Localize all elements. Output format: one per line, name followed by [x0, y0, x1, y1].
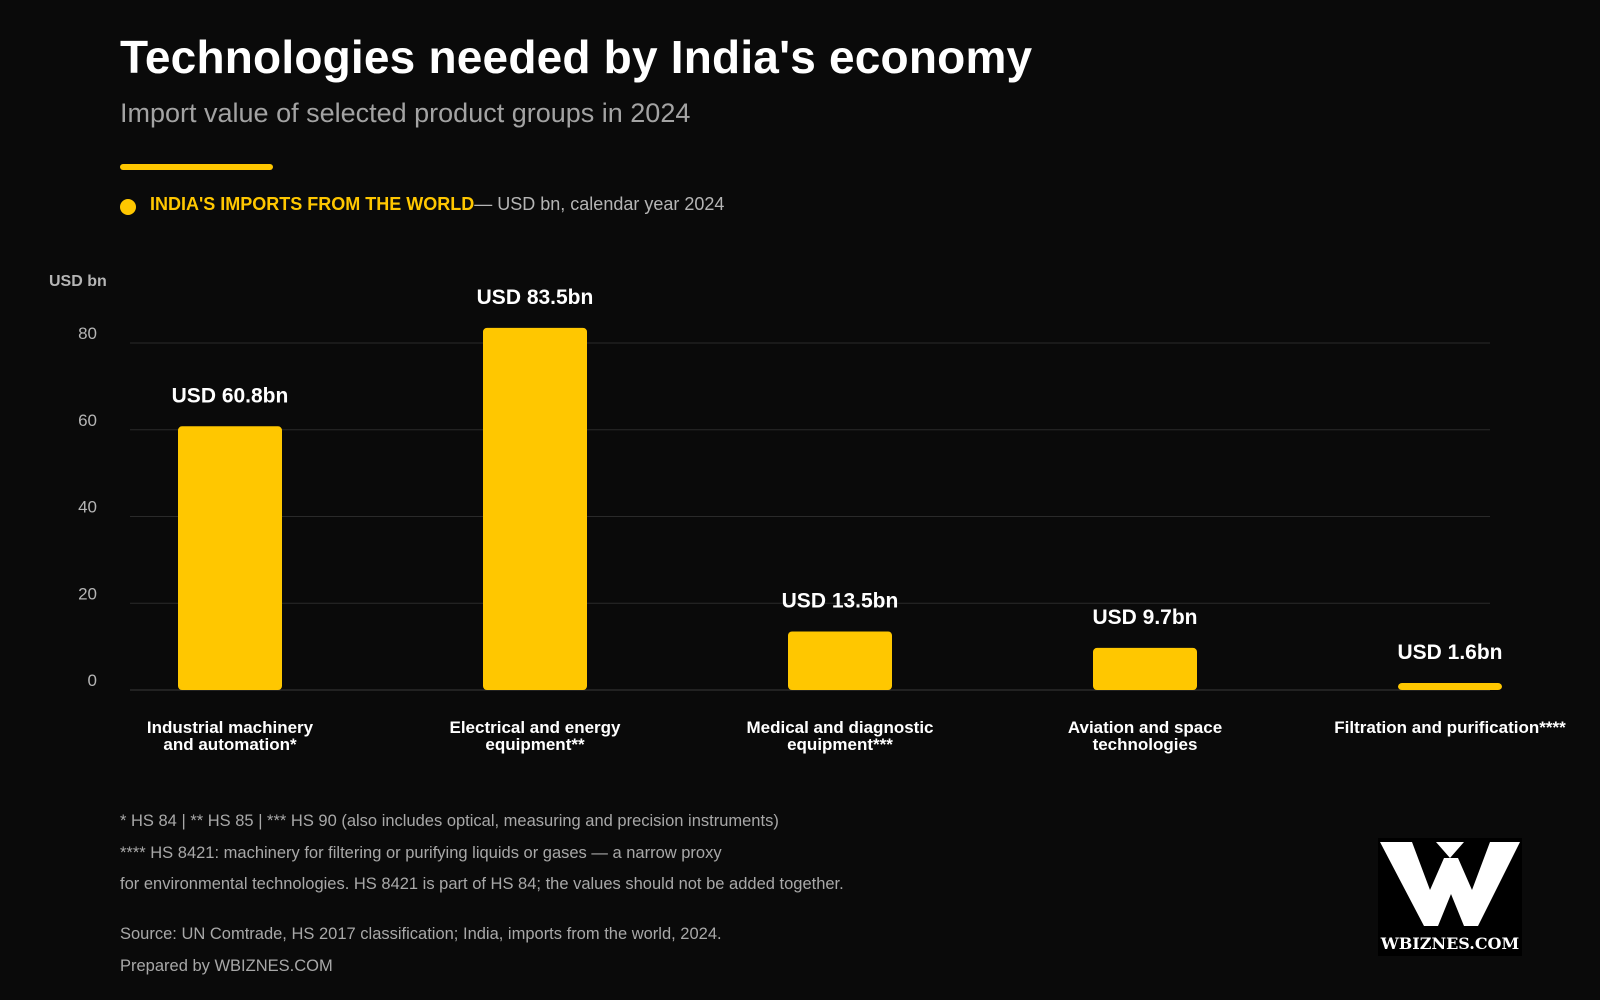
- logo-notch-icon: [1436, 842, 1464, 858]
- category-label: Electrical and energy: [449, 718, 621, 737]
- bar: [1093, 647, 1197, 690]
- wbiznes-w-logo: WBIZNES.COM ®: [1378, 838, 1522, 956]
- bar: [483, 327, 587, 690]
- bar: [1398, 683, 1502, 690]
- data-label: USD 9.7bn: [1092, 606, 1197, 629]
- accent-bar: [120, 164, 273, 170]
- legend-label: INDIA'S IMPORTS FROM THE WORLD: [150, 193, 475, 214]
- data-label: USD 13.5bn: [782, 589, 899, 612]
- category-label: equipment***: [787, 735, 893, 754]
- category-label: equipment**: [485, 735, 585, 754]
- prepared-by: Prepared by WBIZNES.COM: [120, 957, 333, 975]
- legend-note: — USD bn, calendar year 2024: [474, 193, 725, 214]
- category-label: technologies: [1093, 735, 1198, 754]
- logo-w-mark-icon: [1380, 842, 1520, 926]
- footnote-hs8421-cont: for environmental technologies. HS 8421 …: [120, 875, 844, 893]
- y-tick-label: 20: [78, 584, 97, 603]
- bar-chart: 0 20 40 60 80 USD 60.8bn Industrial machinerya…: [78, 286, 1566, 754]
- y-tick-label: 0: [88, 671, 97, 690]
- y-tick-label: 80: [78, 324, 97, 343]
- data-label: USD 1.6bn: [1397, 641, 1502, 664]
- bar: [788, 631, 892, 690]
- source-note: Source: UN Comtrade, HS 2017 classificat…: [120, 925, 722, 943]
- legend: INDIA'S IMPORTS FROM THE WORLD — USD bn,…: [120, 193, 724, 215]
- data-label: USD 60.8bn: [172, 384, 289, 407]
- legend-dot-icon: [120, 199, 136, 215]
- data-label: USD 83.5bn: [477, 286, 594, 309]
- footnote-hs8421: **** HS 8421: machinery for filtering or…: [120, 844, 722, 862]
- logo-text: WBIZNES.COM: [1380, 934, 1519, 953]
- logo-registered-mark: ®: [1516, 838, 1522, 839]
- bar: [178, 426, 282, 690]
- category-label: and automation*: [163, 735, 297, 754]
- chart-subtitle: Import value of selected product groups …: [120, 98, 691, 128]
- category-label: Filtration and purification****: [1334, 718, 1566, 737]
- y-tick-label: 40: [78, 498, 97, 517]
- y-axis-label: USD bn: [49, 273, 107, 290]
- footnote-hs-codes: * HS 84 | ** HS 85 | *** HS 90 (also inc…: [120, 812, 779, 830]
- chart-title: Technologies needed by India's economy: [120, 31, 1033, 83]
- category-label: Medical and diagnostic: [746, 718, 933, 737]
- category-label: Industrial machinery: [147, 718, 314, 737]
- y-tick-label: 60: [78, 411, 97, 430]
- category-label: Aviation and space: [1068, 718, 1222, 737]
